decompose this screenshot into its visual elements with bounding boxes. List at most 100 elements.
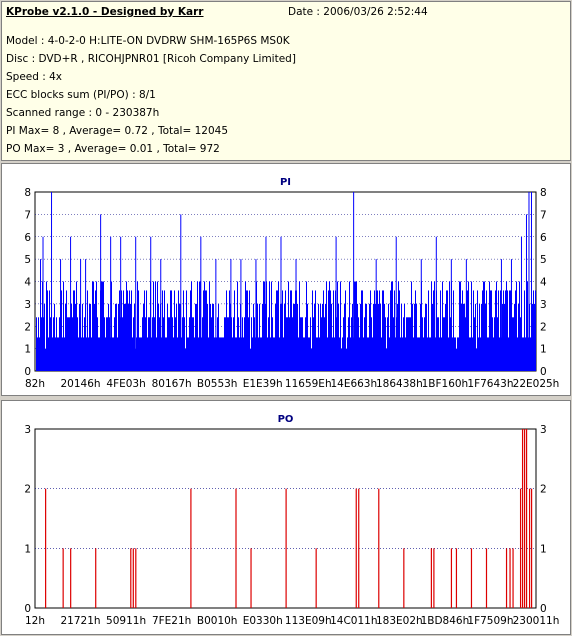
pi-spike bbox=[160, 259, 162, 371]
pi-bar bbox=[88, 337, 89, 371]
y-tick-label-left: 1 bbox=[24, 543, 31, 555]
po-bar bbox=[62, 548, 64, 608]
pi-bar bbox=[503, 290, 504, 371]
pi-bar bbox=[154, 317, 155, 371]
pi-bar bbox=[382, 290, 383, 371]
pi-bar bbox=[235, 337, 236, 371]
pi-bar bbox=[114, 317, 115, 371]
pi-bar bbox=[363, 337, 364, 371]
info-model: Model : 4-0-2-0 H:LITE-ON DVDRW SHM-165P… bbox=[6, 35, 290, 47]
pi-bar bbox=[228, 317, 229, 371]
pi-bar bbox=[129, 290, 130, 371]
po-bar bbox=[519, 488, 522, 608]
po-chart: 0 0 1 1 2 2 3 3 PO 12h 21721h 50911h 7FE21h B0010h E03… bbox=[24, 414, 560, 627]
po-bar bbox=[135, 548, 137, 608]
po-bar bbox=[433, 548, 435, 608]
pi-bar bbox=[328, 290, 329, 371]
pi-bar bbox=[301, 317, 302, 371]
pi-bar bbox=[450, 317, 451, 371]
pi-bar bbox=[495, 290, 496, 371]
pi-bar bbox=[371, 317, 372, 371]
po-bar bbox=[430, 548, 432, 608]
pi-bar bbox=[155, 281, 156, 371]
pi-bar bbox=[426, 303, 427, 371]
pi-bar bbox=[375, 303, 376, 371]
pi-bar bbox=[128, 303, 129, 371]
pi-spike bbox=[450, 259, 452, 371]
pi-bar bbox=[399, 290, 400, 371]
pi-bar bbox=[479, 303, 480, 371]
pi-bar bbox=[315, 290, 316, 371]
pi-bar bbox=[388, 303, 389, 371]
pi-bar bbox=[434, 281, 435, 371]
pi-spike bbox=[335, 236, 337, 371]
pi-bar bbox=[524, 290, 525, 371]
pi-bar bbox=[175, 317, 176, 371]
pi-bar bbox=[440, 290, 441, 371]
pi-spike bbox=[353, 192, 355, 371]
pi-bar bbox=[93, 281, 94, 371]
x-tick-label: E1E39h bbox=[243, 378, 283, 390]
x-tick-label: 7FE21h bbox=[152, 615, 191, 627]
x-tick-label: B0010h bbox=[197, 615, 238, 627]
pi-bar bbox=[151, 337, 152, 371]
pi-bar bbox=[94, 303, 95, 371]
pi-bar bbox=[71, 303, 72, 371]
pi-bar bbox=[491, 290, 492, 371]
pi-bar bbox=[406, 317, 407, 371]
pi-bar bbox=[418, 337, 419, 371]
pi-bar bbox=[168, 317, 169, 371]
pi-spike bbox=[150, 236, 152, 371]
pi-bar bbox=[96, 281, 97, 371]
pi-bar bbox=[90, 303, 91, 371]
pi-bar bbox=[202, 317, 203, 371]
pi-bar bbox=[449, 281, 450, 371]
pi-bar bbox=[167, 303, 168, 371]
pi-bar bbox=[339, 337, 340, 371]
pi-bar bbox=[249, 290, 250, 371]
pi-bar bbox=[253, 303, 254, 371]
y-tick-label-right: 4 bbox=[540, 277, 547, 289]
pi-bar bbox=[492, 317, 493, 371]
pi-bar bbox=[164, 290, 165, 371]
pi-bar bbox=[478, 337, 479, 371]
pi-bar bbox=[341, 348, 342, 371]
pi-spike bbox=[265, 236, 267, 371]
pi-bar bbox=[140, 337, 141, 371]
pi-bar bbox=[163, 317, 164, 371]
chart-title: PI bbox=[280, 177, 291, 188]
pi-bar bbox=[424, 317, 425, 371]
y-tick-label-left: 0 bbox=[24, 603, 31, 615]
pi-bar bbox=[431, 281, 432, 371]
po-bar bbox=[355, 488, 357, 608]
pi-bar bbox=[206, 290, 207, 371]
po-bar bbox=[455, 548, 458, 608]
pi-bar bbox=[264, 281, 265, 371]
pi-bar bbox=[177, 337, 178, 371]
pi-bar bbox=[369, 303, 370, 371]
pi-spike bbox=[420, 259, 422, 371]
po-bar bbox=[521, 429, 524, 608]
pi-bar bbox=[484, 281, 485, 371]
pi-bar bbox=[124, 303, 125, 371]
pi-bar bbox=[275, 303, 276, 371]
y-tick-label-right: 3 bbox=[540, 299, 547, 311]
y-tick-label-left: 5 bbox=[24, 254, 31, 266]
pi-bar bbox=[291, 290, 292, 371]
pi-bar bbox=[535, 290, 536, 371]
pi-bar bbox=[465, 317, 466, 371]
y-tick-label-right: 2 bbox=[540, 484, 547, 496]
pi-bar bbox=[427, 337, 428, 371]
pi-spike bbox=[500, 259, 502, 371]
x-tick-label: 230011h bbox=[513, 615, 560, 627]
pi-bar bbox=[199, 281, 200, 371]
pi-bar bbox=[54, 303, 55, 371]
pi-bar bbox=[519, 281, 520, 371]
pi-bar bbox=[496, 281, 497, 371]
pi-bar bbox=[285, 290, 286, 371]
pi-bar bbox=[290, 290, 291, 371]
pi-bar bbox=[307, 303, 308, 371]
pi-chart: 0 0 1 1 2 2 3 3 4 4 5 5 6 6 7 7 8 8 PI 82h 20146h 4FE03h 80167… bbox=[24, 177, 559, 390]
pi-bar bbox=[245, 281, 246, 371]
pi-bar bbox=[493, 337, 494, 371]
